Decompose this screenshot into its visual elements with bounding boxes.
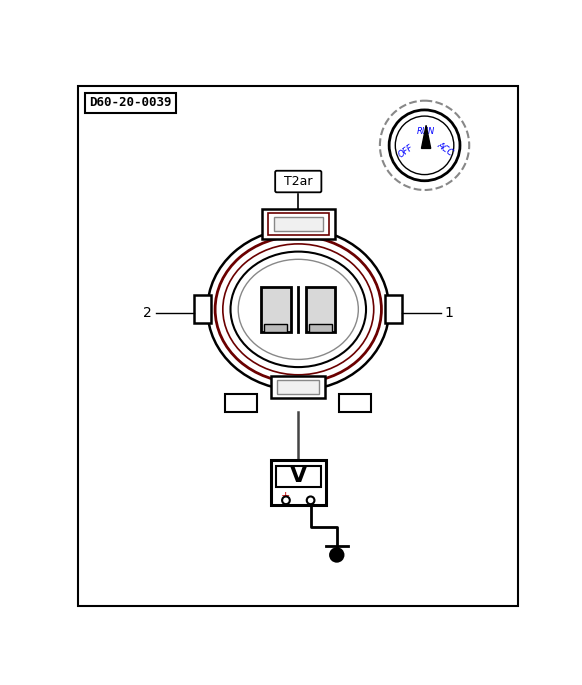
Bar <box>194 295 211 323</box>
Bar <box>306 287 335 332</box>
Text: RUN: RUN <box>417 127 435 136</box>
Circle shape <box>307 497 314 504</box>
Ellipse shape <box>238 260 359 360</box>
Text: V: V <box>290 466 307 486</box>
Circle shape <box>380 101 469 190</box>
Text: -: - <box>308 491 313 501</box>
Bar <box>85 93 176 113</box>
Text: ACC: ACC <box>435 140 455 158</box>
Circle shape <box>389 110 460 181</box>
Ellipse shape <box>223 244 374 375</box>
Circle shape <box>395 116 454 175</box>
Bar <box>271 376 325 398</box>
Ellipse shape <box>207 229 389 390</box>
Text: +: + <box>281 491 290 501</box>
Bar <box>271 460 326 505</box>
Text: 2: 2 <box>143 306 152 320</box>
Bar <box>385 295 402 323</box>
Bar <box>278 380 319 394</box>
Bar <box>262 209 335 238</box>
Bar <box>339 394 371 412</box>
Text: 1: 1 <box>445 306 453 320</box>
Circle shape <box>282 497 290 504</box>
Text: OFF: OFF <box>397 143 416 160</box>
Bar <box>225 394 257 412</box>
Ellipse shape <box>230 251 366 367</box>
Bar <box>261 287 290 332</box>
Bar <box>276 466 321 487</box>
Bar <box>268 213 329 235</box>
Text: T2ar: T2ar <box>284 175 313 188</box>
Ellipse shape <box>215 236 381 382</box>
Bar <box>274 217 323 231</box>
Bar <box>309 324 332 332</box>
Polygon shape <box>421 125 431 149</box>
Bar <box>264 324 288 332</box>
Circle shape <box>329 547 345 562</box>
Text: D60-20-0039: D60-20-0039 <box>89 97 172 110</box>
FancyBboxPatch shape <box>275 171 321 192</box>
